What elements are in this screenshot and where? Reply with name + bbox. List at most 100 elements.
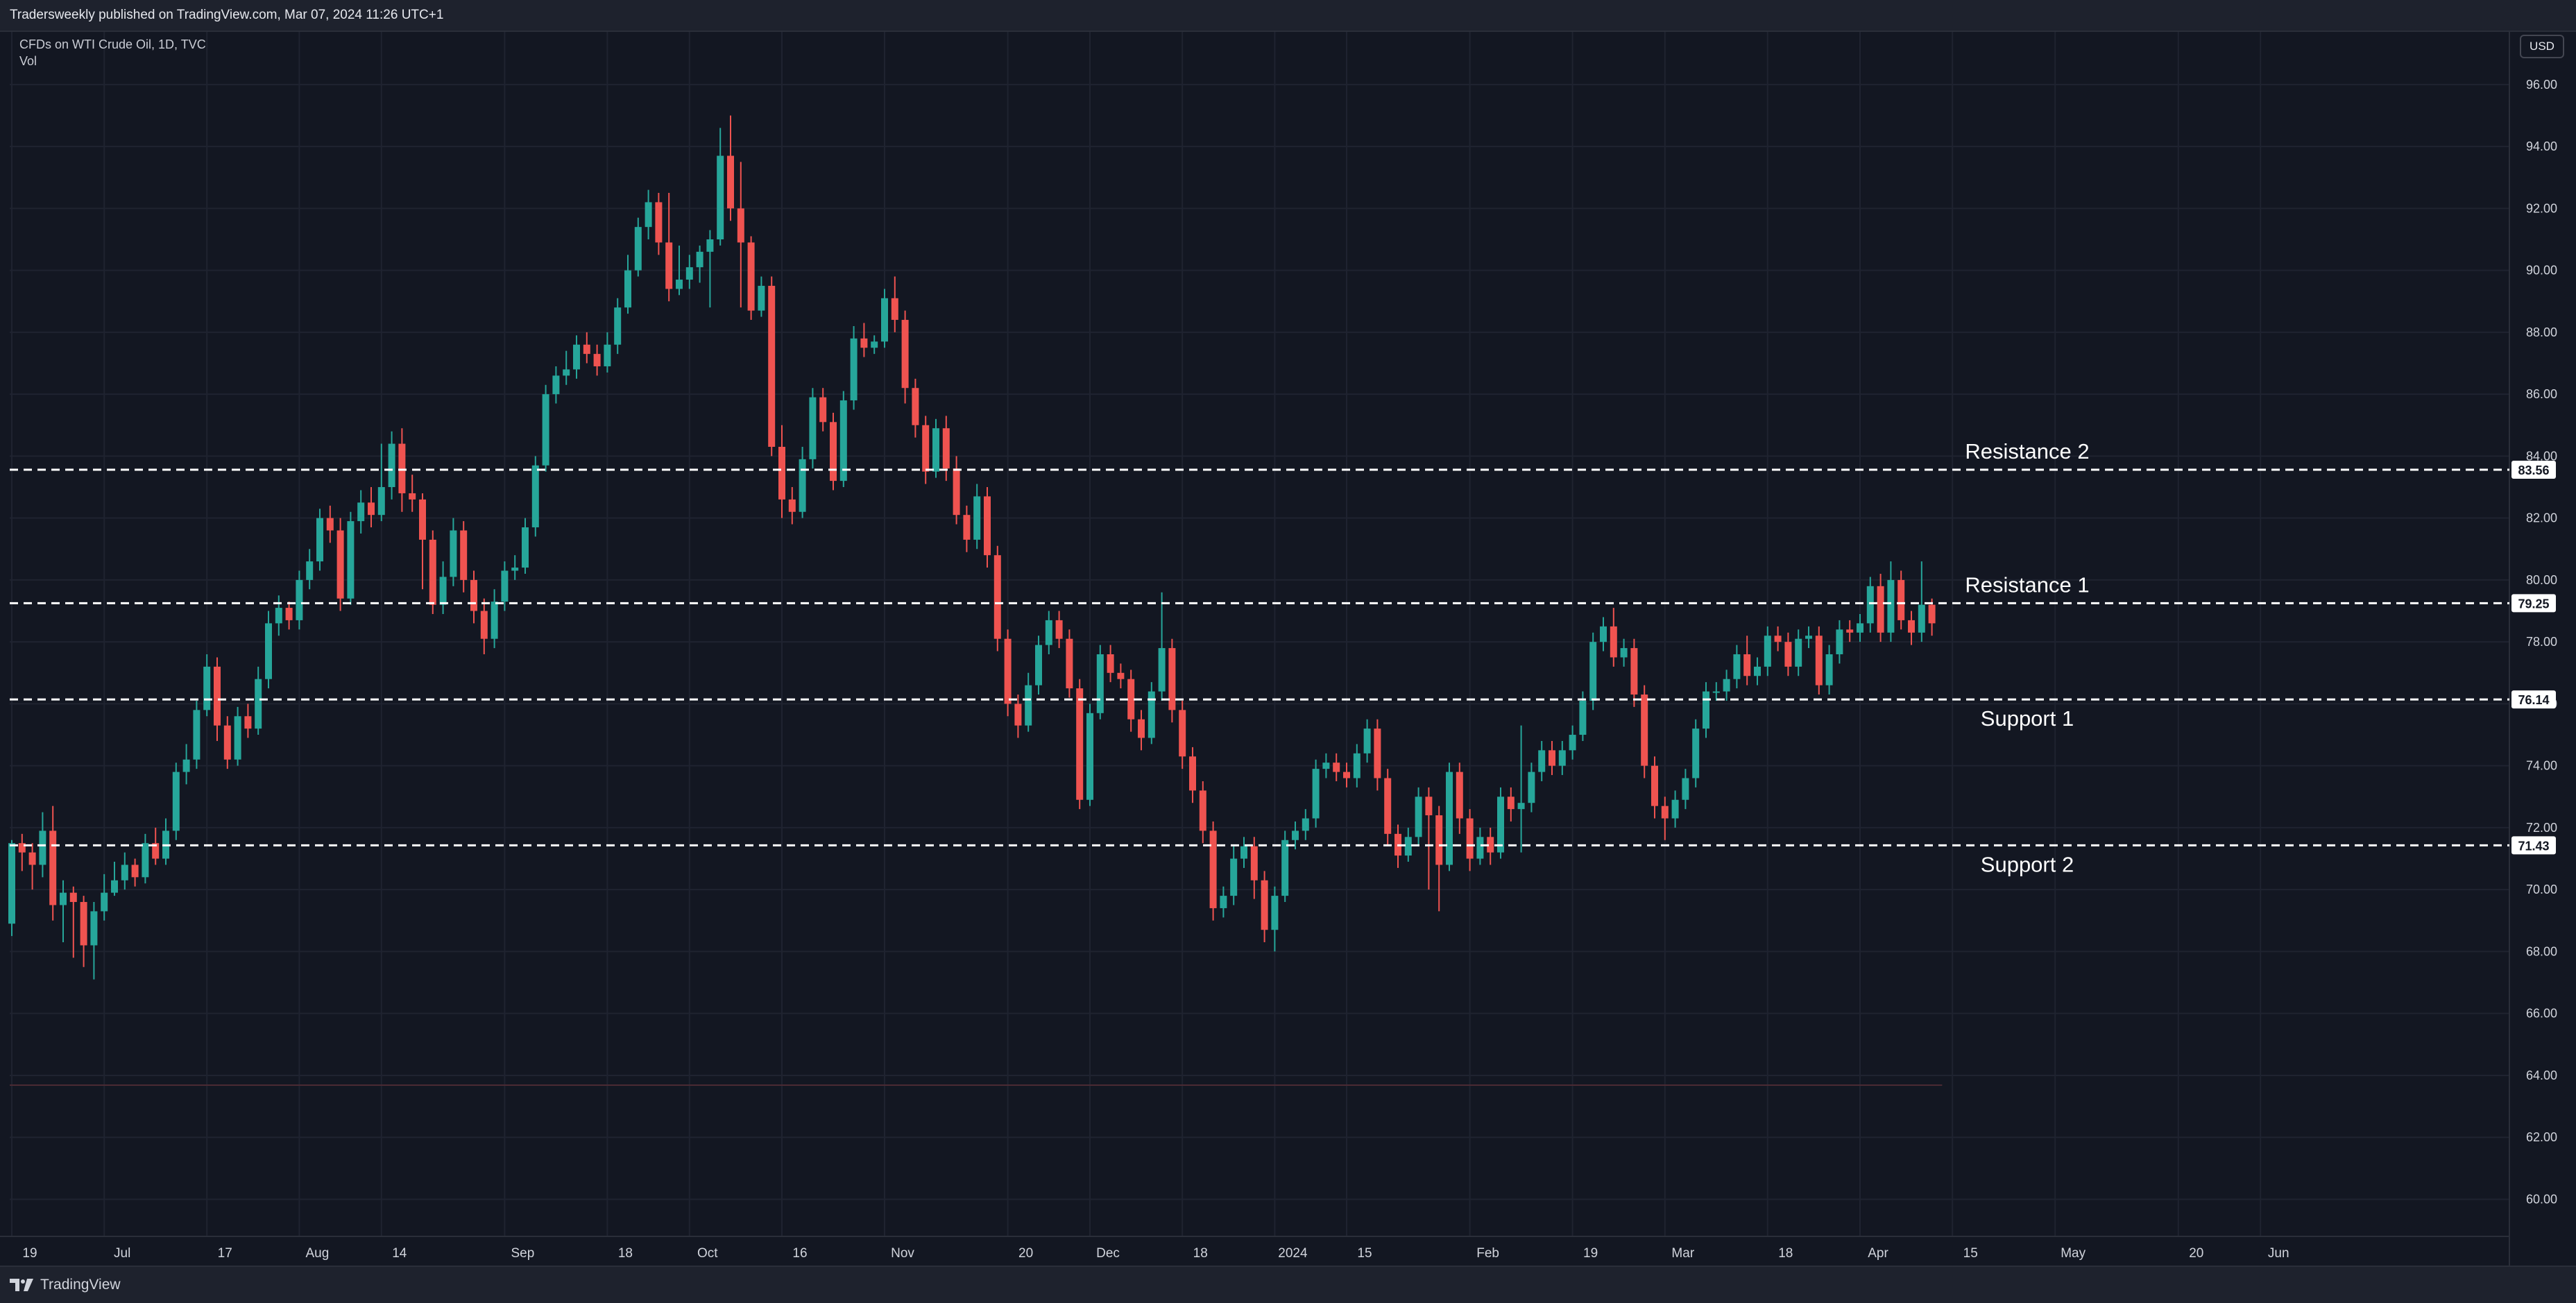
candle-body (1692, 729, 1700, 778)
y-tick-label: 84.00 (2526, 449, 2557, 463)
candle-body (1281, 840, 1289, 896)
symbol-legend: CFDs on WTI Crude Oil, 1D, TVC (19, 37, 206, 51)
candle-body (1928, 604, 1936, 624)
candle-body (121, 865, 128, 880)
candle-body (142, 843, 149, 878)
candle-body (1384, 778, 1392, 834)
candle-body (942, 428, 950, 469)
candle-body (1857, 623, 1863, 633)
candle-body (1641, 695, 1648, 766)
candle-body (1497, 797, 1504, 853)
candle-body (1107, 654, 1114, 673)
x-tick-label: Aug (305, 1246, 329, 1261)
candle-body (860, 338, 868, 348)
candle-body (470, 579, 477, 611)
candle-body (1620, 648, 1628, 658)
candle-body (1754, 666, 1761, 676)
candle-body (634, 227, 642, 271)
candle-body (993, 555, 1001, 639)
candle-body (624, 270, 631, 308)
price-chart[interactable]: 96.00 94.00 92.00 90.00 88.00 86.00 84.00 82.00… (0, 32, 2576, 1266)
candle-body (28, 852, 36, 865)
candle-body (1055, 620, 1063, 639)
price-tag-background (2511, 461, 2556, 479)
candle-body (922, 425, 930, 472)
candle-body (1651, 765, 1658, 806)
chart-background (0, 32, 2576, 1266)
y-tick-label: 96.00 (2526, 78, 2557, 92)
candle-body (912, 388, 919, 425)
y-tick-label: 66.00 (2526, 1007, 2557, 1021)
candle-body (1148, 691, 1155, 738)
candle-body (706, 239, 714, 252)
candle-body (460, 530, 468, 580)
x-tick-label: 19 (1583, 1246, 1598, 1261)
candle-body (531, 465, 539, 528)
x-tick-label: 15 (1963, 1246, 1978, 1261)
candle-body (1507, 797, 1515, 810)
candle-body (409, 493, 416, 500)
x-tick-label: Nov (891, 1246, 914, 1261)
candle-body (1918, 604, 1925, 633)
candle-body (429, 539, 436, 605)
candle-body (1250, 846, 1258, 880)
candle-body (747, 242, 755, 311)
candle-body (1815, 636, 1823, 685)
candle-body (450, 530, 457, 577)
candle-body (809, 397, 817, 459)
candle-body (1343, 772, 1350, 778)
candle-body (1117, 672, 1125, 679)
candle-body (1374, 729, 1381, 778)
y-tick-label: 64.00 (2526, 1068, 2557, 1082)
candle-body (1703, 691, 1709, 729)
tradingview-brand[interactable]: TradingView (10, 1277, 121, 1293)
y-tick-label: 82.00 (2526, 511, 2557, 525)
candle-body (932, 428, 939, 472)
x-tick-label: May (2061, 1246, 2085, 1261)
y-tick-label: 60.00 (2526, 1192, 2557, 1206)
candle-body (326, 518, 334, 531)
candle-body (285, 608, 293, 620)
candle-body (1712, 691, 1720, 693)
candle-body (614, 307, 622, 345)
candle-body (1066, 638, 1073, 689)
x-tick-label: 14 (392, 1246, 407, 1261)
candle-body (778, 447, 785, 500)
candle-body (685, 267, 693, 280)
candle-body (563, 369, 570, 376)
candle-body (275, 608, 282, 624)
volume-legend: Vol (19, 54, 37, 68)
candle-body (1271, 896, 1279, 930)
candle-body (1538, 750, 1546, 772)
candle-body (1897, 579, 1905, 620)
y-tick-label: 90.00 (2526, 264, 2557, 278)
candle-body (1353, 753, 1360, 778)
candle-body (377, 487, 385, 516)
candle-body (1312, 769, 1320, 819)
x-tick-label: 18 (618, 1246, 633, 1261)
candle-body (1209, 831, 1217, 908)
candle-body (984, 496, 991, 556)
candle-body (1866, 586, 1874, 624)
candle-body (347, 521, 355, 599)
candle-body (316, 518, 323, 562)
candle-body (881, 298, 888, 342)
candle-body (1456, 772, 1463, 819)
candle-body (419, 499, 426, 540)
candle-body (1322, 763, 1330, 769)
candle-body (1877, 586, 1884, 633)
candle-body (901, 320, 909, 389)
candle-body (1805, 636, 1812, 639)
candle-body (1579, 700, 1587, 735)
candle-body (1179, 710, 1186, 757)
candle-body (1517, 803, 1525, 810)
candle-body (1743, 654, 1751, 676)
candle-body (1220, 896, 1227, 908)
y-tick-label: 62.00 (2526, 1130, 2557, 1144)
candle-body (1476, 837, 1484, 859)
candle-body (203, 666, 211, 710)
candle-body (1045, 620, 1052, 645)
candle-body (234, 716, 241, 760)
currency-button[interactable]: USD (2520, 35, 2564, 58)
price-tag-background (2511, 836, 2556, 855)
